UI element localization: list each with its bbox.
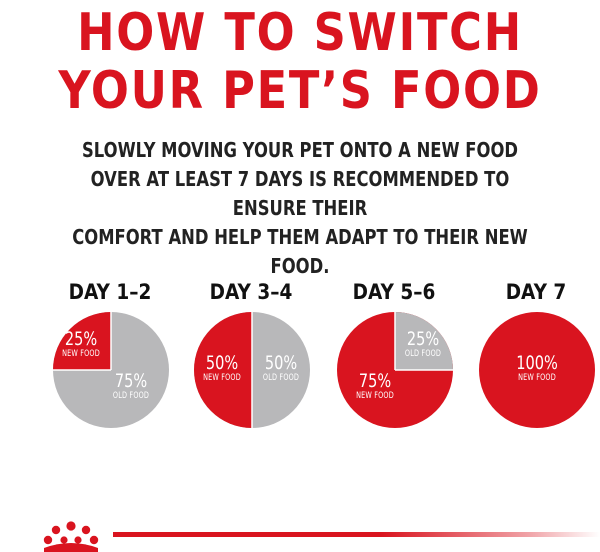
pie-day-1-2: 25% NEW FOOD 75% OLD FOOD (51, 310, 171, 430)
old-food-slice (395, 312, 453, 370)
new-food-label: NEW FOOD (518, 373, 556, 383)
old-food-label: OLD FOOD (112, 391, 150, 401)
old-food-value: 50% OLD FOOD (258, 354, 304, 383)
day-label-3-4: DAY 3–4 (209, 280, 293, 304)
title-line-1: HOW TO SWITCH (77, 3, 523, 63)
pie-chart-day-7 (479, 312, 595, 428)
old-food-label: OLD FOOD (262, 373, 300, 383)
new-food-percent: 100% (516, 352, 558, 374)
page-title: HOW TO SWITCH YOUR PET’S FOOD (42, 4, 558, 120)
new-food-slice (53, 312, 111, 370)
old-food-percent: 75% (114, 370, 148, 392)
new-food-label: NEW FOOD (356, 391, 394, 401)
old-food-value: 75% OLD FOOD (107, 372, 155, 401)
title-line-2: YOUR PET’S FOOD (58, 61, 542, 121)
new-food-value: 50% NEW FOOD (200, 354, 244, 383)
day-label-5-6: DAY 5–6 (352, 280, 436, 304)
intro-text: SLOWLY MOVING YOUR PET ONTO A NEW FOOD O… (54, 136, 546, 281)
new-food-value: 100% NEW FOOD (512, 354, 563, 383)
new-food-label: NEW FOOD (203, 373, 241, 383)
new-food-slice (479, 312, 595, 428)
pie-chart-day-3-4 (194, 310, 310, 430)
old-food-value: 25% OLD FOOD (401, 330, 445, 359)
footer-bar (113, 532, 600, 537)
old-food-percent: 50% (264, 352, 298, 374)
pie-day-7: 100% NEW FOOD (477, 310, 597, 430)
day-label-7: DAY 7 (505, 280, 567, 304)
intro-line-1: SLOWLY MOVING YOUR PET ONTO A NEW FOOD (81, 138, 519, 162)
intro-line-3: COMFORT AND HELP THEM ADAPT TO THEIR NEW… (72, 225, 528, 278)
old-food-label: OLD FOOD (404, 349, 442, 359)
new-food-percent: 25% (64, 328, 98, 350)
new-food-percent: 75% (358, 370, 392, 392)
royal-crown-logo-icon (43, 521, 99, 552)
pie-day-5-6: 25% OLD FOOD 75% NEW FOOD (335, 310, 455, 430)
pie-chart-day-1-2 (51, 310, 169, 428)
day-label-1-2: DAY 1–2 (68, 280, 152, 304)
new-food-label: NEW FOOD (62, 349, 100, 359)
old-food-percent: 25% (406, 328, 440, 350)
pie-chart-day-5-6 (337, 310, 455, 428)
new-food-value: 25% NEW FOOD (59, 330, 103, 359)
new-food-slice (194, 312, 252, 428)
new-food-value: 75% NEW FOOD (351, 372, 399, 401)
new-food-percent: 50% (205, 352, 239, 374)
intro-line-2: OVER AT LEAST 7 DAYS IS RECOMMENDED TO E… (90, 167, 510, 220)
pie-day-3-4: 50% NEW FOOD 50% OLD FOOD (192, 310, 312, 430)
